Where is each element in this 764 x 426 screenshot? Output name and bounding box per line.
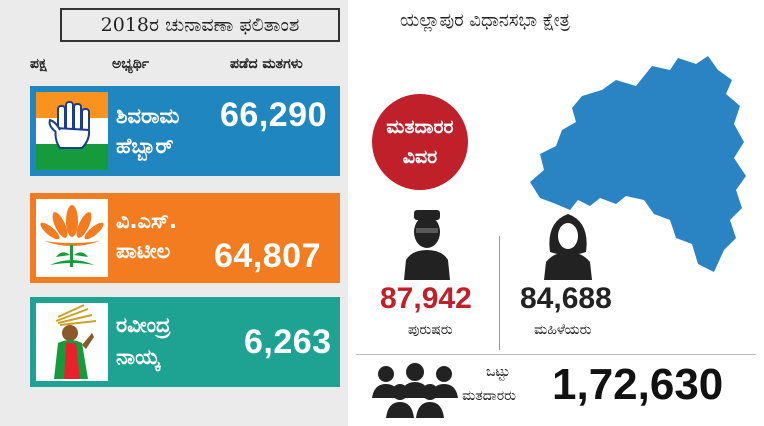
female-voter-label: ಮಹಿಳೆಯರು [534, 322, 592, 338]
badge-line1: ಮತದಾರರ [386, 116, 454, 138]
candidate-row-3: ರವೀಂದ್ರ ನಾಯ್ಕ 6,263 [30, 297, 340, 387]
male-voter-label: ಪುರುಷರು [408, 322, 453, 338]
total-voter-label-line1: ಒಟ್ಟು [486, 364, 511, 380]
male-voter-count: 87,942 [380, 282, 472, 315]
hand-icon [36, 92, 108, 170]
male-voter-icon [402, 208, 452, 280]
candidate-row-2: ವಿ.ಎಸ್. ಪಾಟೀಲ 64,807 [30, 193, 340, 283]
candidate-votes: 66,290 [220, 96, 327, 134]
column-header-votes: ಪಡೆದ ಮತಗಳು [230, 56, 303, 72]
results-title: 2018ರ ಚುನಾವಣಾ ಫಲಿತಾಂಶ [60, 8, 340, 42]
divider-vertical [499, 236, 500, 350]
constituency-title: ಯಲ್ಲಾಪುರ ವಿಧಾನಸಭಾ ಕ್ಷೇತ್ರ [400, 10, 570, 31]
female-voter-icon [540, 208, 596, 280]
candidate-name-line2: ಪಾಟೀಲ [116, 239, 171, 263]
candidate-name-line1: ಶಿವರಾಮ [116, 104, 180, 128]
farmer-woman-icon [36, 303, 108, 381]
candidate-name-line1: ವಿ.ಎಸ್. [116, 209, 177, 233]
total-voter-label-line2: ಮತದಾರರು [462, 388, 516, 404]
candidate-row-1: ಶಿವರಾಮ ಹೆಬ್ಬಾರ್ 66,290 [30, 86, 340, 176]
voter-details-badge: ಮತದಾರರ ವಿವರ [372, 94, 468, 190]
candidate-votes: 6,263 [244, 323, 332, 361]
column-header-party: ಪಕ್ಷ [30, 56, 47, 72]
candidate-votes: 64,807 [214, 237, 321, 275]
badge-line2: ವಿವರ [402, 146, 438, 168]
candidate-name-line2: ನಾಯ್ಕ [116, 345, 160, 369]
column-header-candidate: ಅಭ್ಯರ್ಥಿ [112, 56, 150, 72]
divider-horizontal [356, 354, 756, 355]
lotus-icon [36, 199, 108, 277]
total-voter-count: 1,72,630 [552, 360, 724, 409]
candidate-name-line2: ಹೆಬ್ಬಾರ್ [116, 134, 174, 158]
results-panel: 2018ರ ಚುನಾವಣಾ ಫಲಿತಾಂಶ ಪಕ್ಷ ಅಭ್ಯರ್ಥಿ ಪಡೆದ… [0, 0, 348, 426]
constituency-map [520, 50, 760, 280]
group-voters-icon [372, 360, 458, 418]
candidate-name-line1: ರವೀಂದ್ರ [116, 313, 171, 337]
female-voter-count: 84,688 [520, 282, 612, 315]
